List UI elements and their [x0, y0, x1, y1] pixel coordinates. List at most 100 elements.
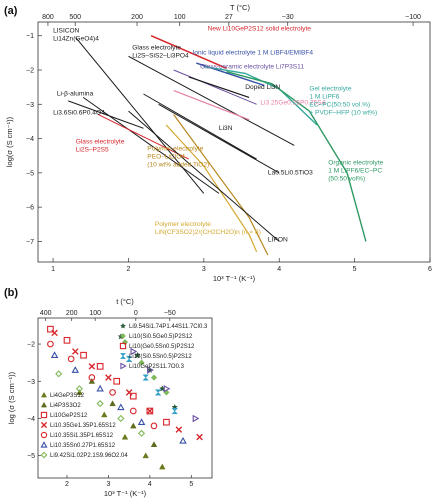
data-point-b [142, 374, 150, 381]
data-point-b [105, 374, 112, 381]
data-point-b [71, 348, 79, 355]
x-tick-label-a: 1 [51, 266, 55, 273]
annotation-label-a: LISICON [53, 27, 80, 34]
annotation-label-a: New Li10GeP2S12 solid electrolyte [208, 26, 312, 33]
data-point-b [75, 385, 84, 393]
annotation-label-a: 1 M LiPF6/EC–PC [328, 167, 382, 174]
series-line-a [82, 96, 220, 194]
x-tick-label-b: 5 [189, 481, 193, 488]
data-point-b [130, 347, 138, 356]
data-point-b [51, 329, 58, 337]
data-point-b [196, 433, 203, 441]
data-point-b [40, 411, 48, 419]
top-tick-label-b: 0 [134, 310, 138, 317]
data-point-b [134, 351, 141, 359]
data-point-b [159, 463, 166, 470]
x-tick-label-a: 3 [202, 266, 206, 273]
data-point-b [121, 339, 129, 346]
y-tick-label-a: −4 [26, 136, 34, 143]
series-line-a [165, 124, 258, 252]
plot-frame-b [37, 317, 213, 479]
legend-label-b: Li9.42Si1.02P2.1S9.96O2.04 [50, 453, 128, 459]
data-point-b [154, 389, 162, 396]
top-tick-label-a: −100 [405, 14, 421, 21]
x-tick-label-a: 4 [277, 266, 281, 273]
legend-label-b: Li10.35Si1.35P1.65S12 [50, 433, 114, 439]
y-tick-label-a: −1 [26, 33, 34, 40]
y-tick-label-a: −2 [26, 68, 34, 75]
annotation-label-a: Li3N [219, 125, 233, 132]
data-point-b [129, 407, 137, 415]
legend-label-b: Li10GeP2S11.7O0.3 [129, 364, 185, 370]
data-point-b [55, 370, 63, 378]
legend-label-b: Li9.54Si1.74P1.44S11.7Cl0.3 [129, 324, 208, 330]
data-point-b [125, 355, 133, 362]
top-axis-title-b: t (°C) [116, 297, 134, 306]
legend-label-b: Li10(Ge0.5Sn0.5)P2S12 [129, 344, 195, 350]
data-point-b [137, 418, 146, 425]
data-point-b [88, 374, 96, 381]
legend-label-b: Li4P3S3O2 [50, 403, 81, 409]
x-tick-label-a: 5 [353, 266, 357, 273]
data-point-b [117, 414, 125, 423]
top-tick-label-a: 500 [69, 14, 81, 21]
legend-label-b: Li10(Si0.5Ge0.5)P2S12 [129, 334, 193, 340]
data-point-b [88, 377, 96, 384]
x-tick-label-b: 4 [148, 481, 152, 488]
annotation-label-a: Li2S–P2S5 [76, 147, 109, 154]
data-point-b [50, 351, 59, 358]
data-point-b [146, 407, 154, 415]
data-point-b [179, 436, 187, 444]
data-point-b [120, 362, 127, 370]
x-tick-label-b: 2 [65, 481, 69, 488]
data-point-b [109, 389, 116, 396]
series-line-a [173, 114, 269, 256]
annotation-label-a: Li3.6Si0.6P0.4O4 [53, 110, 105, 117]
data-point-b [125, 389, 133, 396]
panel-label-a: (a) [4, 5, 18, 17]
annotation-label-a: LiN(CF3SO2)2/(CH2CH2O)n (n = 8) [155, 229, 261, 236]
top-tick-label-a: 200 [131, 14, 143, 21]
y-tick-label-a: −6 [26, 205, 34, 212]
legend-label-b: Li10(Si0.5Sn0.5)P2S12 [129, 354, 192, 360]
data-point-b [130, 422, 137, 429]
series-line-a [68, 100, 144, 129]
data-point-b [88, 363, 96, 370]
data-point-b [163, 384, 171, 393]
annotation-label-a: PEO–LiClO4 [147, 154, 185, 161]
annotation-label-a: Ionic liquid electrolyte 1 M LiBF4/EMIBF… [193, 50, 314, 57]
data-point-b [96, 363, 104, 370]
data-point-b [40, 401, 48, 408]
legend-label-b: Li10.35Sn0.27P1.65S12 [50, 443, 116, 449]
series-line-a [158, 103, 280, 174]
y-tick-label-b: −3 [27, 379, 35, 386]
top-tick-label-a: 100 [174, 14, 186, 21]
series-line-a [173, 69, 257, 105]
data-point-b [142, 452, 149, 459]
data-point-b [101, 411, 108, 418]
annotation-label-a: Li14Zn(GeO4)4 [53, 35, 99, 42]
y-tick-label-a: −7 [26, 239, 34, 246]
annotation-label-a: (50:50 vol%) [328, 175, 365, 182]
plot-frame-a [37, 21, 431, 263]
annotation-label-a: Li-β-alumina [57, 91, 94, 98]
data-point-b [113, 377, 121, 385]
data-point-b [163, 418, 170, 426]
series-line-a [203, 65, 318, 126]
legend-label-b: Li10.35Ge1.35P1.65S12 [50, 423, 116, 429]
data-point-b [137, 429, 146, 437]
top-tick-label-a: −30 [282, 14, 294, 21]
data-point-b [150, 422, 158, 430]
data-point-b [40, 441, 48, 448]
annotation-label-a: Gel electrolyte [309, 86, 351, 93]
x-tick-label-a: 6 [428, 266, 432, 273]
top-tick-label-a: 800 [42, 14, 54, 21]
series-line-a [143, 93, 257, 160]
annotation-label-a: Organic electrolyte [328, 159, 383, 166]
top-tick-label-b: 100 [89, 310, 101, 317]
series-line-a [128, 110, 280, 242]
series-line-a [150, 34, 227, 70]
annotation-label-a: La0.5Li0.5TiO3 [268, 170, 313, 177]
data-point-b [40, 391, 48, 398]
data-point-b [40, 421, 48, 429]
